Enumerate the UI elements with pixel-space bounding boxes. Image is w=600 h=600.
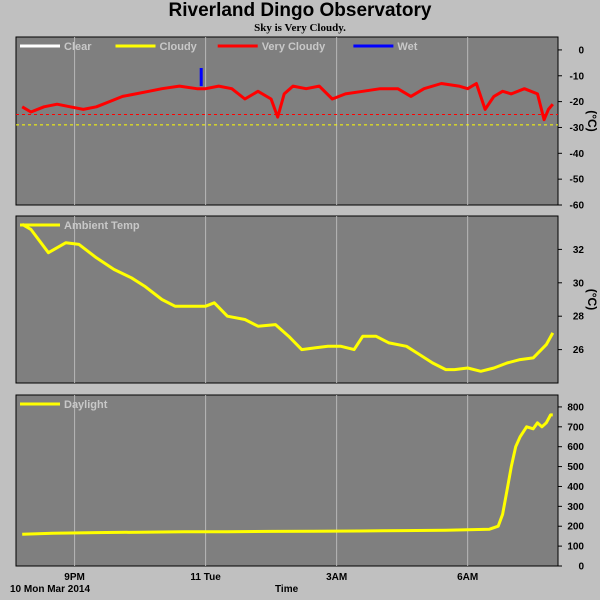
ytick-label-2-1: 100 bbox=[567, 542, 584, 553]
legend-label-1-0: Ambient Temp bbox=[64, 220, 140, 232]
ytick-label-2-8: 800 bbox=[567, 402, 584, 413]
ytick-label-0-3: -30 bbox=[570, 123, 585, 134]
legend-label-0-2: Very Cloudy bbox=[262, 41, 326, 53]
ytick-label-2-5: 500 bbox=[567, 462, 584, 473]
y-unit-1: (°C) bbox=[585, 289, 599, 310]
ytick-label-2-6: 600 bbox=[567, 442, 584, 453]
ytick-label-0-1: -10 bbox=[570, 71, 585, 82]
ytick-label-0-4: -40 bbox=[570, 149, 585, 160]
legend-label-0-0: Clear bbox=[64, 41, 92, 53]
plot-background-2 bbox=[15, 394, 559, 567]
date-label: 10 Mon Mar 2014 bbox=[10, 584, 91, 595]
chart-title: Riverland Dingo Observatory bbox=[168, 0, 432, 21]
ytick-label-0-2: -20 bbox=[570, 97, 585, 108]
legend-label-2-0: Daylight bbox=[64, 399, 108, 411]
ytick-label-1-1: 28 bbox=[573, 312, 585, 323]
sky-status: Sky is Very Cloudy. bbox=[254, 22, 346, 34]
ytick-label-2-2: 200 bbox=[567, 522, 584, 533]
y-unit-0: (°C) bbox=[585, 110, 599, 131]
xtick-label-2: 3AM bbox=[326, 572, 347, 583]
plot-background-1 bbox=[15, 215, 559, 384]
ytick-label-0-6: -60 bbox=[570, 201, 585, 212]
ytick-label-0-5: -50 bbox=[570, 175, 585, 186]
legend-label-0-1: Cloudy bbox=[160, 41, 198, 53]
series-line-2-0 bbox=[22, 413, 553, 536]
legend-label-0-3: Wet bbox=[397, 41, 417, 53]
ytick-label-2-3: 300 bbox=[567, 502, 584, 513]
xtick-label-3: 6AM bbox=[457, 572, 478, 583]
ytick-label-1-2: 30 bbox=[573, 278, 585, 289]
xtick-label-1: 11 Tue bbox=[190, 572, 221, 583]
ytick-label-1-3: 32 bbox=[573, 245, 585, 256]
series-line-1-0 bbox=[21, 223, 555, 373]
ytick-label-0-0: 0 bbox=[578, 45, 584, 56]
ytick-label-2-4: 400 bbox=[567, 482, 584, 493]
ytick-label-2-7: 700 bbox=[567, 422, 584, 433]
ytick-label-1-0: 26 bbox=[573, 345, 585, 356]
series-line-0-0 bbox=[21, 82, 554, 122]
xtick-label-0: 9PM bbox=[64, 572, 85, 583]
ytick-label-2-0: 0 bbox=[578, 562, 584, 573]
plot-background-0 bbox=[15, 36, 559, 206]
x-axis-label: Time bbox=[275, 584, 299, 595]
